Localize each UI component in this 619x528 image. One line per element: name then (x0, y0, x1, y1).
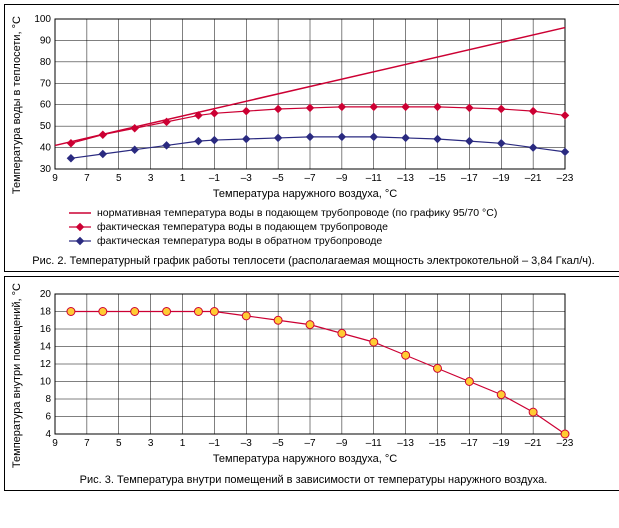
svg-text:100: 100 (34, 14, 51, 25)
svg-text:3: 3 (148, 173, 154, 184)
svg-text:40: 40 (40, 143, 52, 154)
svg-text:14: 14 (40, 341, 52, 352)
svg-text:–17: –17 (461, 438, 478, 449)
svg-text:–5: –5 (273, 438, 285, 449)
svg-text:–13: –13 (397, 173, 414, 184)
chart-2-container: Температура внутри помещений, °С 9 7 5 3 1 –1… (4, 276, 619, 491)
svg-text:9: 9 (52, 438, 58, 449)
svg-text:1: 1 (180, 173, 186, 184)
svg-text:–9: –9 (336, 173, 348, 184)
chart-1-ylabel: Температура воды в теплосети, °С (9, 16, 25, 194)
svg-text:50: 50 (40, 121, 52, 132)
svg-text:–7: –7 (304, 438, 316, 449)
svg-text:10: 10 (40, 376, 52, 387)
svg-text:5: 5 (116, 438, 122, 449)
svg-text:–1: –1 (209, 173, 221, 184)
svg-text:–23: –23 (557, 438, 574, 449)
chart-1-svg-wrap: 9 7 5 3 1 –1 –3 –5 –7 –9 –11 –13 –15 –17 –19 –21 –23 30 40… (25, 11, 585, 200)
svg-text:9: 9 (52, 173, 58, 184)
chart-2-svg: 9 7 5 3 1 –1 –3 –5 –7 –9 –11 –13 –15 –17 –19 –21 –23 4 6 8 1… (25, 286, 585, 451)
svg-text:–17: –17 (461, 173, 478, 184)
svg-text:18: 18 (40, 306, 52, 317)
chart-2-xlabel: Температура наружного воздуха, °С (25, 453, 585, 465)
svg-text:–23: –23 (557, 173, 574, 184)
svg-text:70: 70 (40, 78, 52, 89)
svg-text:7: 7 (84, 438, 90, 449)
chart-2-plot-wrap: Температура внутри помещений, °С 9 7 5 3 1 –1… (9, 283, 618, 468)
svg-text:1: 1 (180, 438, 186, 449)
chart-2-caption: Рис. 3. Температура внутри помещений в з… (9, 474, 618, 486)
legend-swatch-line-icon (69, 208, 91, 218)
svg-text:90: 90 (40, 35, 52, 46)
svg-text:–1: –1 (209, 438, 221, 449)
svg-text:–5: –5 (273, 173, 285, 184)
legend-label: фактическая температура воды в обратном … (97, 234, 382, 248)
svg-text:–3: –3 (241, 438, 253, 449)
svg-text:–11: –11 (366, 173, 382, 184)
svg-text:6: 6 (45, 411, 51, 422)
legend-item-return: фактическая температура воды в обратном … (69, 234, 618, 248)
svg-text:–21: –21 (525, 173, 542, 184)
chart-2-ylabel: Температура внутри помещений, °С (9, 283, 25, 468)
svg-text:–9: –9 (336, 438, 348, 449)
chart-1-caption: Рис. 2. Температурный график работы тепл… (9, 255, 618, 267)
chart-1-svg: 9 7 5 3 1 –1 –3 –5 –7 –9 –11 –13 –15 –17 –19 –21 –23 30 40… (25, 11, 585, 186)
svg-text:60: 60 (40, 100, 52, 111)
svg-text:7: 7 (84, 173, 90, 184)
svg-text:12: 12 (40, 359, 52, 370)
svg-text:–11: –11 (366, 438, 382, 449)
chart-1-legend: нормативная температура воды в подающем … (69, 206, 618, 249)
svg-text:4: 4 (45, 429, 51, 440)
legend-label: нормативная температура воды в подающем … (97, 206, 497, 220)
svg-text:–7: –7 (304, 173, 316, 184)
legend-item-norm: нормативная температура воды в подающем … (69, 206, 618, 220)
svg-text:30: 30 (40, 164, 52, 175)
svg-text:–21: –21 (525, 438, 542, 449)
legend-swatch-diamond-icon (69, 236, 91, 246)
legend-label: фактическая температура воды в подающем … (97, 220, 388, 234)
chart-1-container: Температура воды в теплосети, °С 9 7 5 3 1 –1… (4, 4, 619, 272)
svg-text:–13: –13 (397, 438, 414, 449)
svg-text:–3: –3 (241, 173, 253, 184)
svg-text:80: 80 (40, 57, 52, 68)
svg-text:–15: –15 (429, 173, 446, 184)
svg-text:8: 8 (45, 394, 51, 405)
svg-text:3: 3 (148, 438, 154, 449)
svg-text:20: 20 (40, 289, 52, 300)
svg-text:–15: –15 (429, 438, 446, 449)
legend-swatch-diamond-icon (69, 222, 91, 232)
chart-1-xlabel: Температура наружного воздуха, °С (25, 188, 585, 200)
svg-text:–19: –19 (493, 173, 510, 184)
svg-text:5: 5 (116, 173, 122, 184)
svg-text:16: 16 (40, 324, 52, 335)
legend-item-supply: фактическая температура воды в подающем … (69, 220, 618, 234)
chart-1-plot-wrap: Температура воды в теплосети, °С 9 7 5 3 1 –1… (9, 11, 618, 200)
chart-2-svg-wrap: 9 7 5 3 1 –1 –3 –5 –7 –9 –11 –13 –15 –17 –19 –21 –23 4 6 8 1… (25, 286, 585, 465)
svg-text:–19: –19 (493, 438, 510, 449)
